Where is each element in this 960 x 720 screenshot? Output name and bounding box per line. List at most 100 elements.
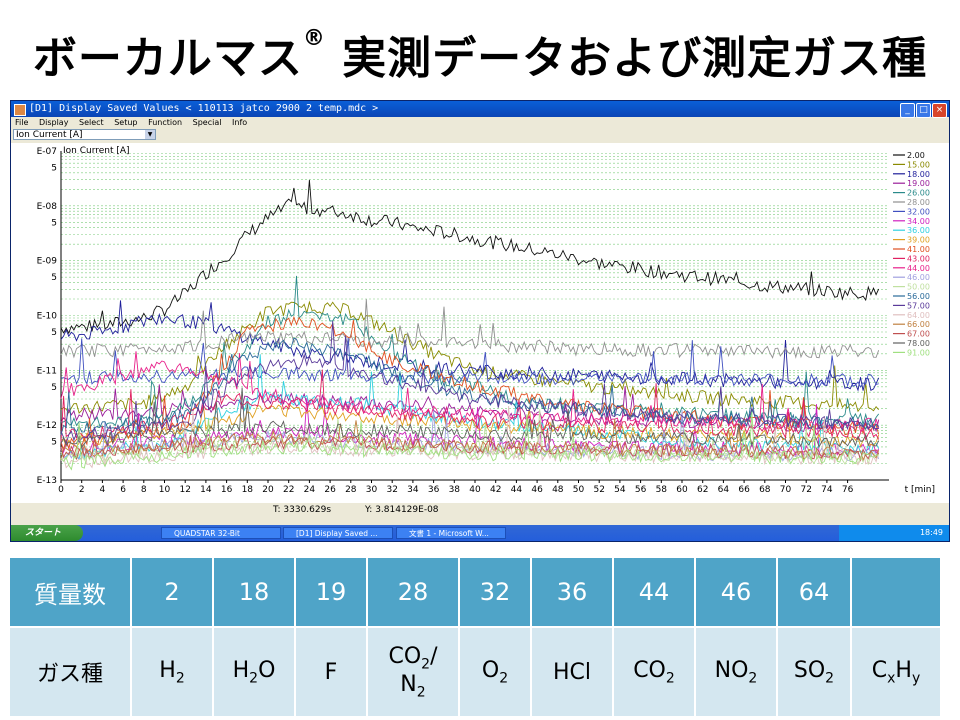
series-line-91.00: [60, 412, 879, 471]
legend-label: 15.00: [907, 160, 930, 169]
x-tick-label: 46: [531, 485, 543, 495]
window-titlebar[interactable]: [D1] Display Saved Values < 110113 jatco…: [11, 101, 949, 118]
x-tick-label: 0: [58, 485, 64, 495]
x-tick-label: 2: [79, 485, 85, 495]
minimize-button[interactable]: _: [900, 103, 915, 118]
series-line-32.00: [60, 337, 879, 389]
legend-label: 43.00: [907, 254, 930, 263]
gas-cell: HCl: [532, 628, 612, 716]
series-line-41.00: [60, 315, 880, 452]
x-tick-label: 22: [283, 485, 294, 495]
y-tick-label: 5: [51, 218, 57, 228]
y-tick-label: E-07: [37, 147, 57, 157]
task-quadstar[interactable]: QUADSTAR 32-Bit: [161, 527, 281, 539]
legend-label: 56.00: [907, 292, 930, 301]
legend-label: 67.00: [907, 330, 930, 339]
series-line-18.00: [60, 300, 880, 392]
x-tick-label: 64: [718, 485, 730, 495]
legend-label: 50.00: [907, 283, 930, 292]
plot-area: E-07 5 E-08 5 E-09 5 E-10 5 E-11 5 E-12 5 E-13 0 2 4 6 8 1…: [11, 143, 949, 503]
series-line-57.00: [60, 320, 879, 445]
series-line-56.00: [60, 337, 880, 436]
gas-cell: SO2: [778, 628, 850, 716]
gas-cell: CxHy: [852, 628, 940, 716]
chart-title: Ion Current [A]: [63, 146, 130, 156]
task-display-saved[interactable]: [D1] Display Saved ...: [283, 527, 393, 539]
menu-select[interactable]: Select: [78, 118, 104, 127]
y-tick-label: 5: [51, 328, 57, 338]
maximize-button[interactable]: □: [916, 103, 931, 118]
x-axis-label: t [min]: [905, 485, 935, 495]
menu-info[interactable]: Info: [232, 118, 248, 127]
close-button[interactable]: ×: [932, 103, 947, 118]
x-tick-label: 36: [428, 485, 440, 495]
x-tick-label: 30: [366, 485, 378, 495]
mass-cell: [852, 558, 940, 626]
y-tick-label: E-12: [37, 421, 57, 431]
mass-cell: 19: [296, 558, 366, 626]
gas-cell: NO2: [696, 628, 776, 716]
x-tick-label: 26: [324, 485, 336, 495]
legend-label: 39.00: [907, 236, 930, 245]
series-line-15.00: [60, 300, 880, 414]
mass-cell: 36: [532, 558, 612, 626]
system-tray: 18:49: [839, 525, 949, 541]
gas-cell: H2: [132, 628, 212, 716]
start-button[interactable]: スタート: [11, 525, 83, 541]
x-tick-label: 72: [800, 485, 811, 495]
legend-label: 41.00: [907, 245, 930, 254]
y-tick-label: E-09: [37, 257, 58, 267]
x-tick-label: 28: [345, 485, 357, 495]
x-tick-label: 74: [821, 485, 833, 495]
legend-label: 64.00: [907, 311, 930, 320]
gas-header: ガス種: [10, 628, 130, 716]
y-tick-label: 5: [51, 164, 57, 174]
x-tick-label: 50: [573, 485, 585, 495]
legend-label: 34.00: [907, 217, 930, 226]
legend-label: 44.00: [907, 264, 930, 273]
x-tick-label: 56: [635, 485, 647, 495]
taskbar: スタート QUADSTAR 32-Bit [D1] Display Saved …: [11, 525, 949, 541]
mass-cell: 18: [214, 558, 294, 626]
menu-setup[interactable]: Setup: [114, 118, 138, 127]
x-tick-label: 16: [221, 485, 233, 495]
menu-special[interactable]: Special: [192, 118, 222, 127]
gas-table: 質量数 2 18 19 28 32 36 44 46 64 ガス種 H2 H2O…: [8, 556, 942, 718]
clock: 18:49: [919, 528, 943, 537]
task-word[interactable]: 文書 1 - Microsoft W...: [396, 527, 506, 539]
legend-label: 19.00: [907, 179, 930, 188]
series-line-64.00: [60, 405, 880, 469]
legend-label: 57.00: [907, 301, 930, 310]
mass-cell: 46: [696, 558, 776, 626]
y-tick-label: E-08: [37, 202, 58, 212]
legend-label: 91.00: [907, 348, 930, 357]
mass-row: 質量数 2 18 19 28 32 36 44 46 64: [10, 558, 940, 626]
legend-label: 18.00: [907, 170, 930, 179]
mass-cell: 64: [778, 558, 850, 626]
legend-label: 66.00: [907, 320, 930, 329]
series-line-28.00: [60, 299, 880, 359]
menu-display[interactable]: Display: [38, 118, 69, 127]
x-tick-label: 76: [842, 485, 854, 495]
x-tick-label: 38: [449, 485, 461, 495]
gas-cell: CO2: [614, 628, 694, 716]
chevron-down-icon[interactable]: ▼: [145, 130, 155, 139]
gas-row: ガス種 H2 H2O F CO2/N2 O2 HCl CO2 NO2 SO2 C…: [10, 628, 940, 716]
mass-cell: 28: [368, 558, 458, 626]
gas-cell: O2: [460, 628, 530, 716]
gas-cell: F: [296, 628, 366, 716]
legend-label: 28.00: [907, 198, 930, 207]
x-tick-label: 24: [304, 485, 316, 495]
menu-bar: File Display Select Setup Function Speci…: [11, 117, 949, 128]
legend-label: 78.00: [907, 339, 930, 348]
signal-select[interactable]: Ion Current [A] ▼: [13, 129, 156, 140]
y-tick-label: E-10: [37, 312, 58, 322]
menu-file[interactable]: File: [15, 118, 29, 127]
gas-cell: H2O: [214, 628, 294, 716]
status-time: T: 3330.629s: [273, 505, 332, 515]
y-tick-label: 5: [51, 273, 57, 283]
signal-select-value: Ion Current [A]: [16, 130, 83, 140]
menu-function[interactable]: Function: [148, 118, 183, 127]
x-tick-label: 68: [759, 485, 771, 495]
